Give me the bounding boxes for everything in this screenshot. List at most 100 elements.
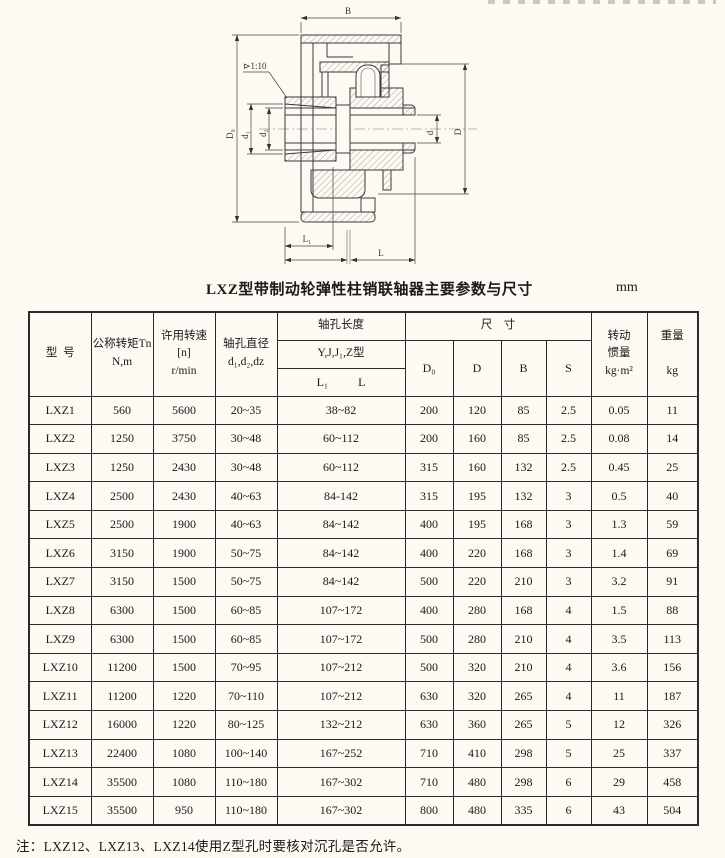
value-cell: 400 <box>404 509 454 540</box>
value-cell: 187 <box>646 681 699 712</box>
value-cell: 3 <box>545 509 592 540</box>
value-cell: 480 <box>452 767 502 797</box>
value-cell: 69 <box>646 538 699 569</box>
value-cell: 85 <box>500 424 547 454</box>
value-cell: 20~35 <box>214 395 278 426</box>
dimension-big-d <box>378 63 469 195</box>
value-cell: 360 <box>452 710 502 740</box>
value-cell: 3750 <box>152 424 216 454</box>
value-cell: 4 <box>545 652 592 683</box>
dimension-d <box>417 114 441 144</box>
value-cell: 88 <box>646 595 699 626</box>
value-cell: 168 <box>500 509 547 540</box>
coupling-cross-section-drawing: B D₀ d₁ d₂ d D <box>225 6 477 264</box>
left-hub <box>284 96 337 162</box>
value-cell: 84~142 <box>276 538 406 569</box>
model-cell: LXZ15 <box>28 795 92 826</box>
value-cell: 100~140 <box>214 738 278 769</box>
value-cell: 6300 <box>90 595 154 626</box>
dimension-l1 <box>284 167 334 264</box>
value-cell: 6300 <box>90 624 154 654</box>
table-row: LXZ2 1250 3750 30~48 60~112 200 160 85 2.5 0.08 14 <box>28 424 699 454</box>
value-cell: 11 <box>646 395 699 426</box>
value-cell: 1080 <box>152 738 216 769</box>
header-torque: 公称转矩Tn N,m <box>90 311 154 397</box>
value-cell: 220 <box>452 567 502 597</box>
value-cell: 298 <box>500 738 547 769</box>
value-cell: 84-142 <box>276 481 406 511</box>
value-cell: 40 <box>646 481 699 511</box>
value-cell: 1080 <box>152 767 216 797</box>
value-cell: 210 <box>500 567 547 597</box>
value-cell: 160 <box>452 424 502 454</box>
value-cell: 1250 <box>90 424 154 454</box>
table-row: LXZ11 11200 1220 70~110 107~212 630 320 265 4 11 1… <box>28 681 699 712</box>
table-row: LXZ7 3150 1500 50~75 84~142 500 220 210 3 3.2 91 <box>28 567 699 597</box>
value-cell: 6 <box>545 795 592 826</box>
table-row: LXZ13 22400 1080 100~140 167~252 710 410 298 5 25… <box>28 738 699 769</box>
value-cell: 410 <box>452 738 502 769</box>
value-cell: 70~110 <box>214 681 278 712</box>
dim-label-l: L <box>378 248 384 258</box>
value-cell: 800 <box>404 795 454 826</box>
value-cell: 107~212 <box>276 681 406 712</box>
table-title: LXZ型带制动轮弹性柱销联轴器主要参数与尺寸 <box>206 282 533 298</box>
value-cell: 25 <box>646 452 699 483</box>
value-cell: 12 <box>590 710 648 740</box>
value-cell: 1.3 <box>590 509 648 540</box>
value-cell: 504 <box>646 795 699 826</box>
value-cell: 84~142 <box>276 567 406 597</box>
value-cell: 80~125 <box>214 710 278 740</box>
value-cell: 60~85 <box>214 595 278 626</box>
value-cell: 167~302 <box>276 795 406 826</box>
value-cell: 195 <box>452 509 502 540</box>
dim-label-big-d: D <box>453 128 463 135</box>
model-cell: LXZ13 <box>28 738 92 769</box>
value-cell: 1.5 <box>590 595 648 626</box>
value-cell: 167~302 <box>276 767 406 797</box>
header-l1: L₁ <box>316 374 329 389</box>
value-cell: 2500 <box>90 509 154 540</box>
value-cell: 500 <box>404 624 454 654</box>
value-cell: 1500 <box>152 595 216 626</box>
header-bore-types: Y,J,J₁,Z型 <box>276 339 406 369</box>
elastic-pin-assembly <box>319 61 390 98</box>
table-row: LXZ15 35500 950 110~180 167~302 800 480 335 6 43 5… <box>28 795 699 826</box>
table-row: LXZ8 6300 1500 60~85 107~172 400 280 168 4 1.5 88 <box>28 595 699 626</box>
value-cell: 0.45 <box>590 452 648 483</box>
value-cell: 630 <box>404 681 454 712</box>
value-cell: 298 <box>500 767 547 797</box>
value-cell: 1900 <box>152 538 216 569</box>
dim-label-d2: d₂ <box>258 129 268 137</box>
value-cell: 3150 <box>90 567 154 597</box>
model-cell: LXZ4 <box>28 481 92 511</box>
value-cell: 710 <box>404 738 454 769</box>
table-row: LXZ5 2500 1900 40~63 84~142 400 195 168 3 1.3 59 <box>28 509 699 540</box>
model-cell: LXZ8 <box>28 595 92 626</box>
table-row: LXZ10 11200 1500 70~95 107~212 500 320 210 4 3.6 1… <box>28 652 699 683</box>
header-l: L <box>358 374 366 389</box>
value-cell: 210 <box>500 624 547 654</box>
value-cell: 70~95 <box>214 652 278 683</box>
dim-label-d1: d₁ <box>240 131 250 139</box>
value-cell: 25 <box>590 738 648 769</box>
value-cell: 120 <box>452 395 502 426</box>
model-cell: LXZ2 <box>28 424 92 454</box>
header-b: B <box>500 339 547 397</box>
table-row: LXZ14 35500 1080 110~180 167~302 710 480 298 6 29… <box>28 767 699 797</box>
header-d: D <box>452 339 502 397</box>
value-cell: 22400 <box>90 738 154 769</box>
dim-label-d-small: d <box>425 130 435 135</box>
value-cell: 11200 <box>90 652 154 683</box>
taper-label: ⊳1:10 <box>243 61 267 71</box>
value-cell: 40~63 <box>214 481 278 511</box>
value-cell: 1900 <box>152 509 216 540</box>
value-cell: 110~180 <box>214 767 278 797</box>
value-cell: 11 <box>590 681 648 712</box>
value-cell: 30~48 <box>214 424 278 454</box>
value-cell: 2.5 <box>545 424 592 454</box>
value-cell: 60~112 <box>276 452 406 483</box>
model-cell: LXZ1 <box>28 395 92 426</box>
value-cell: 458 <box>646 767 699 797</box>
